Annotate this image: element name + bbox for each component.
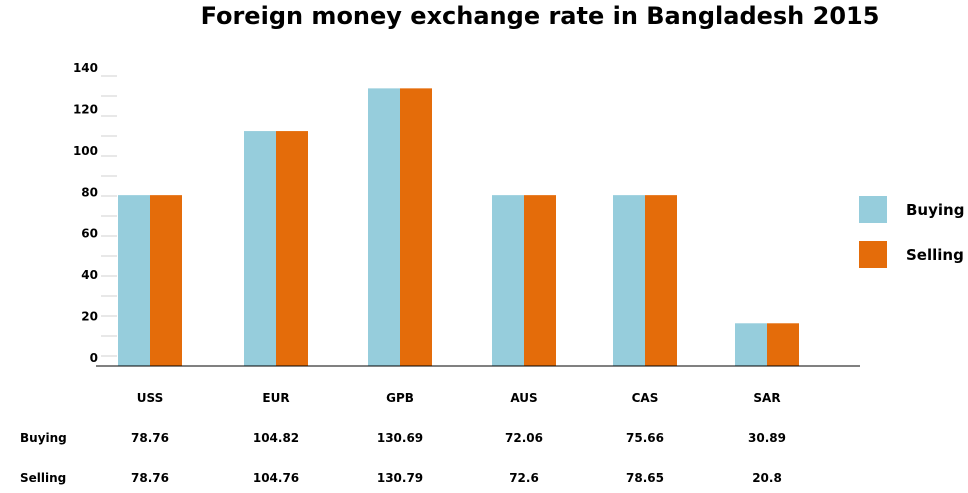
table-cell: 78.76 [131, 471, 169, 485]
y-tick-label: 140 [73, 61, 98, 75]
table-row-label: Selling [20, 471, 66, 485]
y-tick-label: 120 [73, 102, 98, 116]
data-table: Buying 78.76 104.82 130.69 72.06 75.66 30.89 Se… [20, 431, 786, 485]
table-cell: 130.79 [377, 471, 423, 485]
y-tick-label: 100 [73, 144, 98, 158]
table-cell: 30.89 [748, 431, 786, 445]
table-cell: 72.06 [505, 431, 543, 445]
y-tick-label: 0 [90, 351, 98, 365]
x-category-label: EUR [262, 391, 289, 405]
legend-swatch-selling [859, 241, 887, 268]
bar-buying-eur [244, 131, 276, 366]
legend-swatch-buying [859, 196, 887, 223]
x-category-label: AUS [510, 391, 537, 405]
bar-buying-aus [492, 195, 524, 366]
x-category-label: SAR [753, 391, 780, 405]
table-row-label: Buying [20, 431, 67, 445]
y-tick-label: 20 [81, 310, 98, 324]
bar-buying-gpb [368, 88, 400, 366]
bar-buying-uss [118, 195, 150, 366]
table-cell: 75.66 [626, 431, 664, 445]
y-axis: 0 20 40 60 80 100 120 140 [73, 61, 117, 365]
table-cell: 130.69 [377, 431, 423, 445]
table-cell: 72.6 [509, 471, 539, 485]
bar-selling-eur [276, 131, 308, 366]
table-cell: 104.82 [253, 431, 299, 445]
bar-selling-aus [524, 195, 556, 366]
table-cell: 78.65 [626, 471, 664, 485]
bar-buying-cas [613, 195, 645, 366]
bar-selling-gpb [400, 88, 432, 366]
bar-selling-uss [150, 195, 182, 366]
legend-label-selling: Selling [906, 246, 964, 264]
chart-title: Foreign money exchange rate in Banglades… [200, 2, 880, 30]
bars [118, 88, 799, 366]
y-tick-label: 80 [81, 185, 98, 199]
y-tick-label: 40 [81, 268, 98, 282]
bar-selling-sar [767, 323, 799, 366]
legend-label-buying: Buying [906, 201, 964, 219]
x-category-label: CAS [632, 391, 659, 405]
x-category-label: USS [137, 391, 164, 405]
x-category-label: GPB [386, 391, 414, 405]
bar-selling-cas [645, 195, 677, 366]
y-tick-label: 60 [81, 227, 98, 241]
legend: Buying Selling [859, 196, 964, 268]
bar-buying-sar [735, 323, 767, 366]
x-axis-categories: USS EUR GPB AUS CAS SAR [137, 391, 781, 405]
table-cell: 20.8 [752, 471, 782, 485]
table-cell: 104.76 [253, 471, 299, 485]
table-cell: 78.76 [131, 431, 169, 445]
